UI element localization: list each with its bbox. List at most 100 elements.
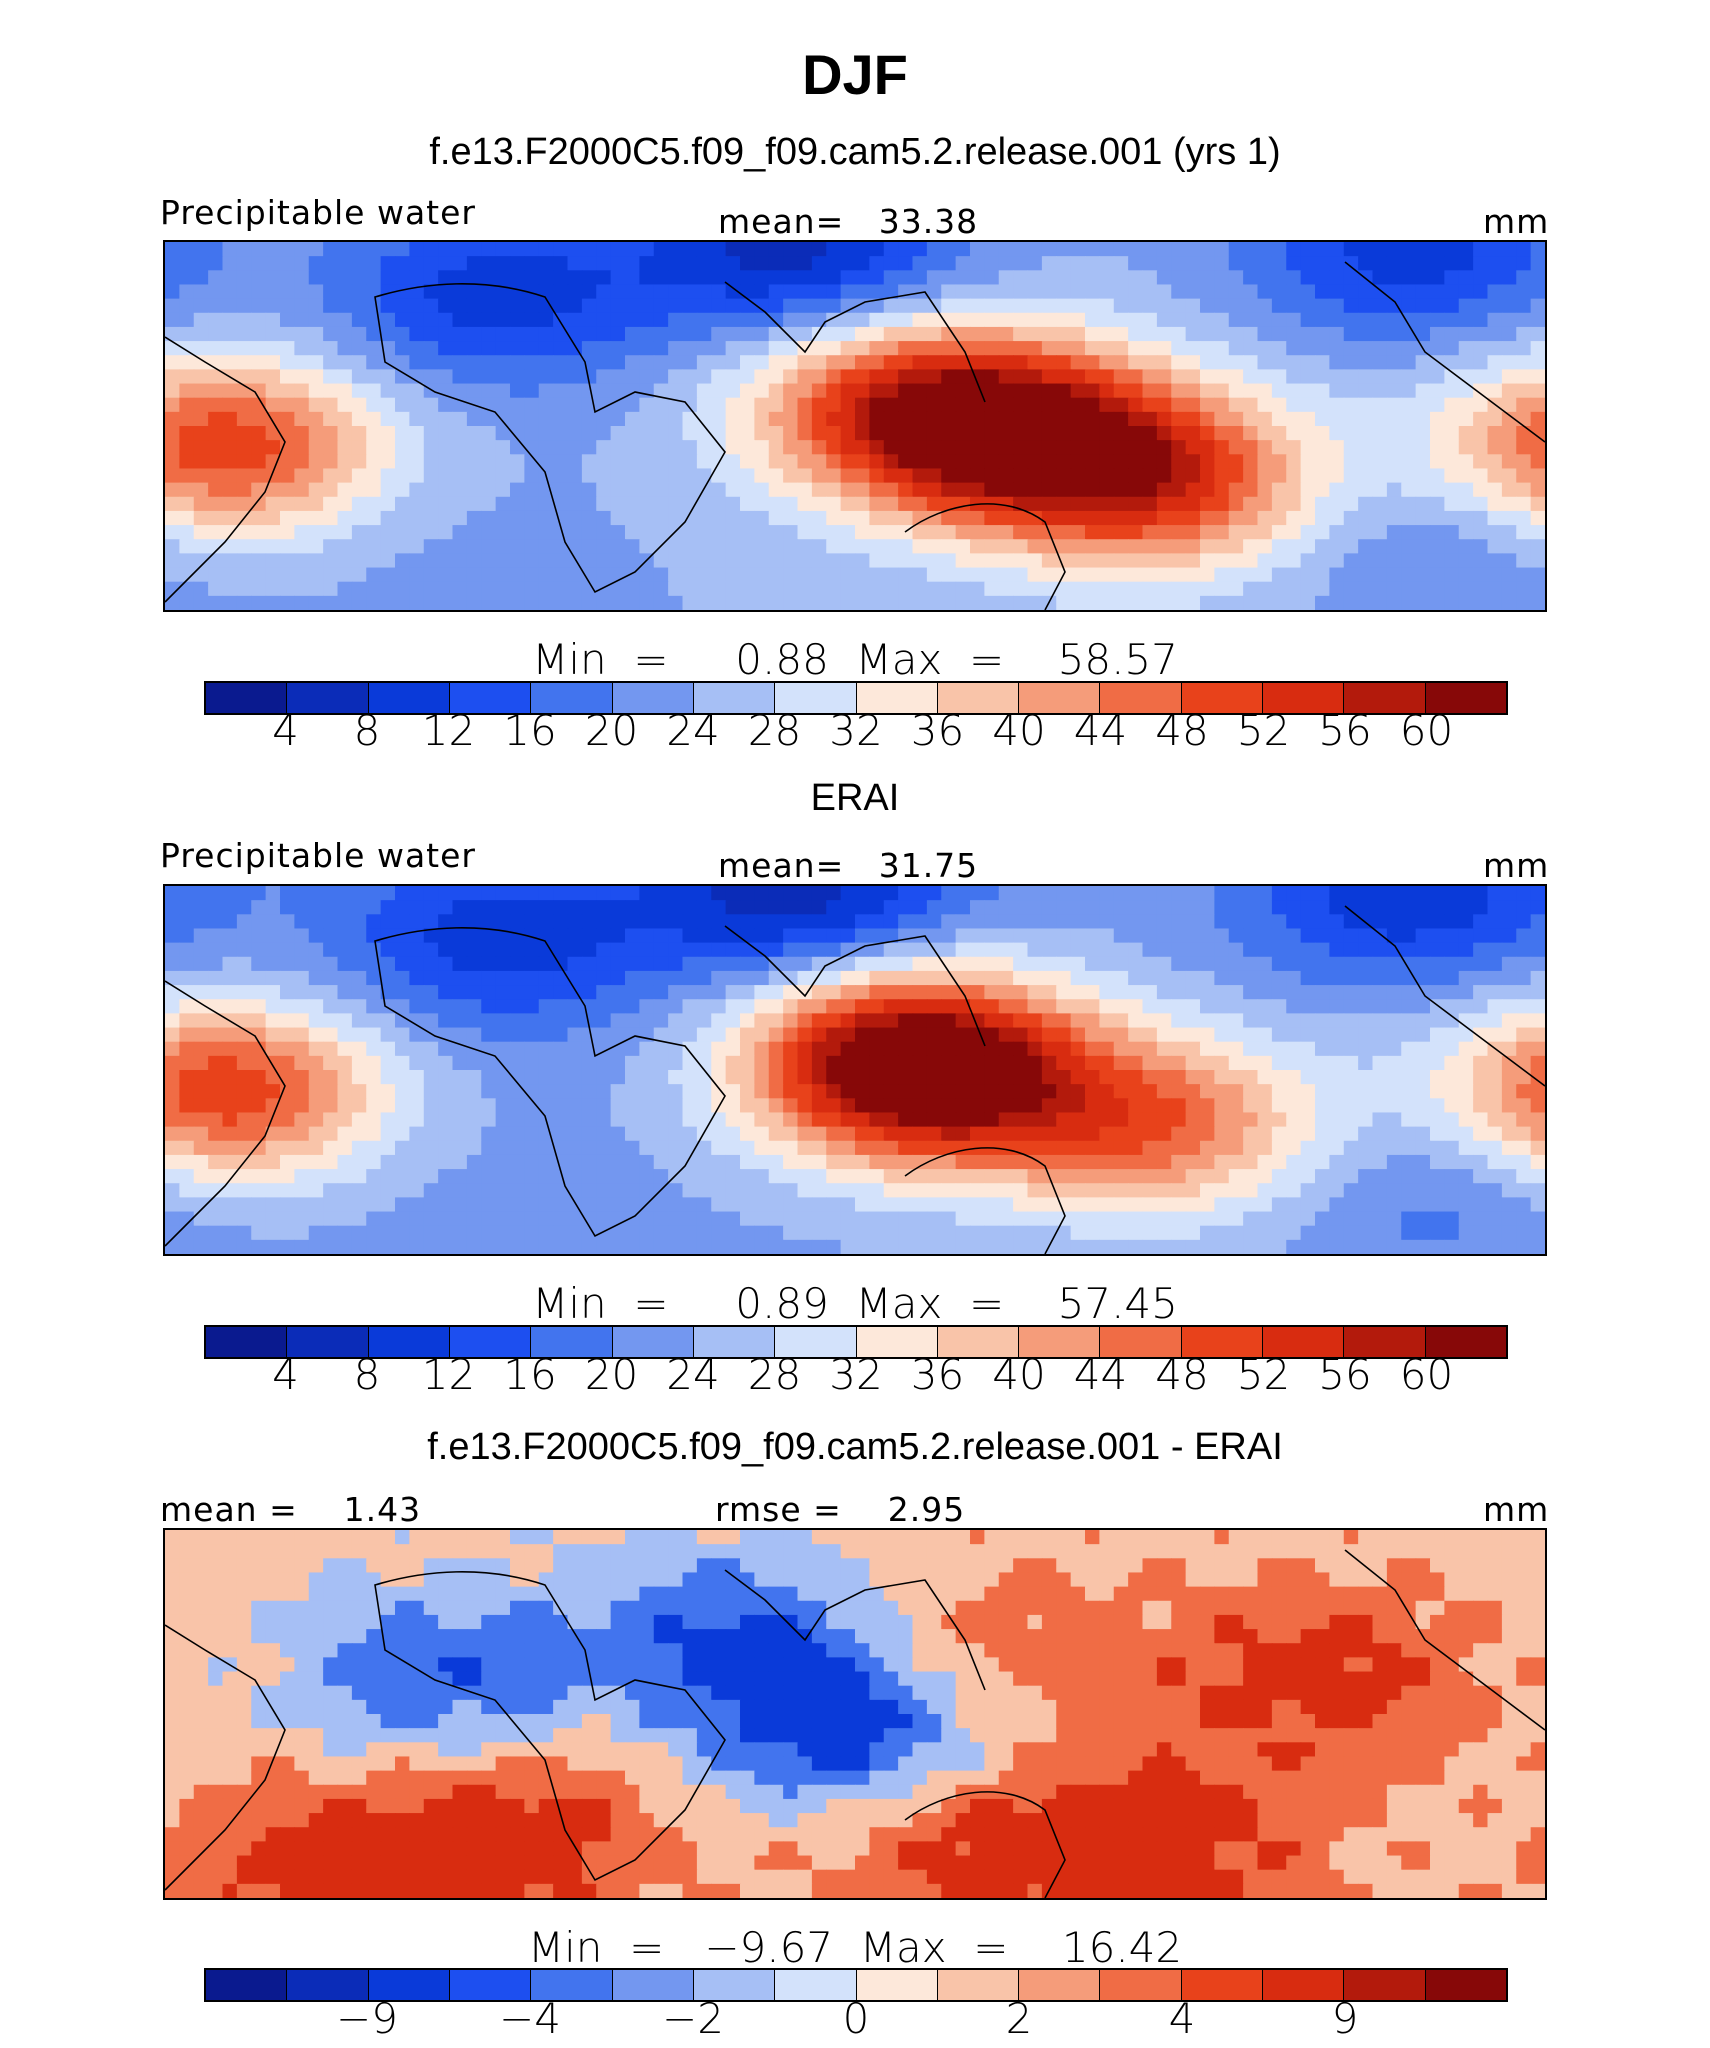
map-cell <box>222 298 238 314</box>
map-cell <box>1329 383 1345 399</box>
map-cell <box>725 928 741 944</box>
map-cell <box>1128 440 1144 455</box>
map-cell <box>1300 1112 1316 1128</box>
map-cell <box>941 270 957 286</box>
map-cell <box>1286 1070 1302 1085</box>
map-cell <box>280 1055 295 1071</box>
map-cell <box>1415 886 1431 901</box>
map-cell <box>926 1197 942 1213</box>
map-cell <box>1171 886 1187 901</box>
map-cell <box>380 539 396 554</box>
map-cell <box>1171 1154 1187 1170</box>
map-cell <box>610 1070 626 1085</box>
map-cell <box>625 397 640 413</box>
map-cell <box>696 454 712 470</box>
map-cell <box>768 256 784 271</box>
map-cell <box>682 956 698 972</box>
map-cell <box>395 525 410 540</box>
map-cell <box>466 928 482 944</box>
map-cell <box>208 397 224 413</box>
map-cell <box>1516 1098 1532 1114</box>
map-cell <box>308 567 324 583</box>
map-cell <box>711 397 727 413</box>
map-cell <box>1113 985 1129 1000</box>
map-cell <box>567 914 583 930</box>
map-cell <box>811 454 827 470</box>
map-cell <box>1171 397 1187 413</box>
map-cell <box>423 256 439 271</box>
map-cell <box>840 454 856 470</box>
map-cell <box>696 886 712 901</box>
map-cell <box>625 256 640 271</box>
map-cell <box>208 886 224 901</box>
map-cell <box>1113 1169 1129 1184</box>
map-cell <box>1142 496 1158 512</box>
map-cell <box>1099 1112 1115 1128</box>
map-cell <box>1070 1169 1086 1184</box>
map-cell <box>1329 341 1345 356</box>
map-cell <box>409 886 425 901</box>
map-cell <box>610 496 626 512</box>
map-cell <box>1501 942 1517 958</box>
map-cell <box>955 1112 971 1128</box>
map-cell <box>567 956 583 972</box>
map-cell <box>754 985 770 1000</box>
map-cell <box>869 1239 885 1254</box>
map-cell <box>1415 510 1431 526</box>
map-cell <box>1358 1112 1374 1128</box>
map-cell <box>193 539 209 554</box>
map-cell <box>711 553 727 569</box>
map-cell <box>380 411 396 427</box>
map-cell <box>337 1239 353 1254</box>
map-cell <box>740 553 755 569</box>
map-cell <box>1372 482 1388 498</box>
map-cell <box>280 886 295 901</box>
map-cell <box>740 426 755 441</box>
map-cell <box>1386 1070 1402 1085</box>
map-cell <box>1300 1013 1316 1029</box>
map-cell <box>1516 510 1532 526</box>
map-cell <box>1228 1027 1244 1043</box>
map-cell <box>682 1183 698 1198</box>
map-cell <box>1315 900 1330 915</box>
map-cell <box>898 454 914 470</box>
map-cell <box>1343 1169 1359 1184</box>
map-cell <box>754 928 770 944</box>
map-cell <box>912 1183 928 1198</box>
map-cell <box>1128 1183 1144 1198</box>
map-cell <box>1142 900 1158 915</box>
map-cell <box>926 999 942 1014</box>
map-cell <box>538 326 554 342</box>
map-cell <box>179 482 195 498</box>
map-cell <box>1243 1169 1259 1184</box>
map-cell <box>1358 985 1374 1000</box>
map-cell <box>754 1041 770 1057</box>
map-cell <box>251 1070 267 1085</box>
map-cell <box>811 440 827 455</box>
map-cell <box>840 914 856 930</box>
map-cell <box>208 1027 224 1043</box>
map-cell <box>682 886 698 901</box>
map-cell <box>1401 1126 1417 1142</box>
map-cell <box>423 595 439 610</box>
map-cell <box>653 1070 669 1085</box>
map-cell <box>668 426 684 441</box>
map-cell <box>740 1098 755 1114</box>
map-cell <box>337 270 353 286</box>
map-cell <box>423 539 439 554</box>
map-cell <box>811 411 827 427</box>
map-cell <box>280 482 295 498</box>
map-cell <box>970 999 985 1014</box>
map-cell <box>1185 1027 1201 1043</box>
map-cell <box>955 454 971 470</box>
map-cell <box>351 1140 367 1156</box>
map-cell <box>639 1183 655 1198</box>
map-cell <box>165 440 180 455</box>
map-cell <box>1501 383 1517 399</box>
map-cell <box>337 468 353 484</box>
map-cell <box>510 1197 525 1213</box>
map-cell <box>625 525 640 540</box>
map-cell <box>1142 1140 1158 1156</box>
map-cell <box>941 999 957 1014</box>
map-cell <box>466 553 482 569</box>
